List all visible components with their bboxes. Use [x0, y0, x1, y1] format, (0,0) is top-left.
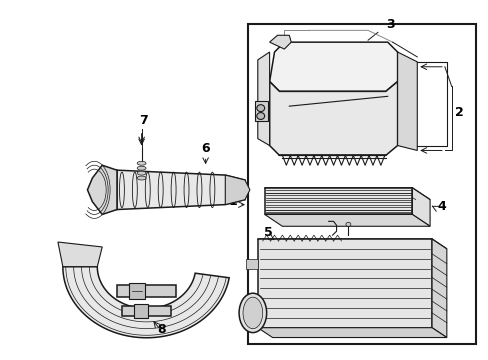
- Text: 2: 2: [454, 106, 463, 119]
- Ellipse shape: [137, 166, 146, 170]
- Text: 6: 6: [201, 143, 209, 156]
- Polygon shape: [245, 259, 257, 269]
- Bar: [122, 306, 171, 316]
- Polygon shape: [264, 188, 411, 215]
- Polygon shape: [257, 52, 269, 145]
- Ellipse shape: [256, 105, 264, 112]
- Polygon shape: [63, 267, 229, 338]
- Ellipse shape: [256, 113, 264, 120]
- Polygon shape: [269, 42, 397, 91]
- Polygon shape: [254, 101, 267, 121]
- Polygon shape: [58, 242, 102, 267]
- Ellipse shape: [137, 161, 146, 165]
- Bar: [133, 304, 147, 318]
- Ellipse shape: [243, 297, 262, 329]
- Ellipse shape: [345, 222, 350, 226]
- Text: 4: 4: [436, 199, 445, 212]
- Polygon shape: [257, 328, 446, 338]
- Text: 5: 5: [263, 226, 272, 239]
- Polygon shape: [264, 188, 429, 200]
- Polygon shape: [269, 82, 397, 156]
- Polygon shape: [117, 170, 244, 210]
- Text: 8: 8: [157, 323, 165, 336]
- Polygon shape: [431, 239, 446, 338]
- Text: 7: 7: [139, 114, 148, 127]
- Polygon shape: [87, 165, 117, 215]
- Ellipse shape: [137, 176, 146, 180]
- Polygon shape: [257, 239, 446, 249]
- Polygon shape: [397, 52, 416, 150]
- Bar: [117, 285, 176, 297]
- Polygon shape: [269, 35, 291, 49]
- Text: 3: 3: [385, 18, 394, 31]
- Polygon shape: [225, 175, 249, 204]
- Polygon shape: [411, 188, 429, 226]
- Ellipse shape: [239, 293, 266, 333]
- Bar: [247, 24, 475, 345]
- Polygon shape: [257, 239, 431, 328]
- Polygon shape: [264, 215, 429, 226]
- Text: 1: 1: [228, 195, 237, 208]
- Bar: [128, 283, 144, 299]
- Ellipse shape: [137, 171, 146, 175]
